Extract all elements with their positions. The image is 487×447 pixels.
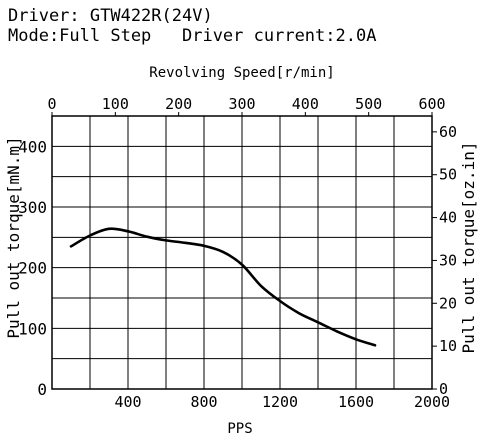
- plot-frame: [51, 115, 433, 390]
- mode-current-line: Mode:Full Step Driver current:2.0A: [8, 26, 377, 46]
- right-tick-label: 30: [439, 251, 457, 269]
- y-tick-label: 0: [37, 380, 47, 399]
- y-axis-title: Pull out torque[mN.m]: [4, 136, 23, 338]
- top-tick-label: 400: [292, 95, 319, 113]
- y-tick-label: 200: [18, 259, 47, 278]
- right-tick-label: 10: [439, 337, 457, 355]
- top-tick-label: 600: [418, 95, 445, 113]
- pull-out-torque-curve: [69, 227, 377, 347]
- x-tick-label: 1600: [338, 393, 374, 411]
- right-tick-label: 0: [439, 380, 448, 398]
- driver-title: Driver: GTW422R(24V): [8, 6, 213, 26]
- y-tick-label: 300: [18, 198, 47, 217]
- y-tick-label: 100: [18, 319, 47, 338]
- right-tick-label: 20: [439, 294, 457, 312]
- right-tick-label: 40: [439, 209, 457, 227]
- top-tick-label: 100: [102, 95, 129, 113]
- x-tick-label: 1200: [262, 393, 298, 411]
- x-tick-label: 2000: [414, 393, 450, 411]
- top-tick-label: 200: [165, 95, 192, 113]
- top-tick-label: 0: [47, 95, 56, 113]
- x-axis-title: PPS: [227, 421, 252, 437]
- right-axis-title: Pull out torque[oz.in]: [459, 142, 478, 354]
- x-tick-label: 400: [114, 393, 141, 411]
- right-tick-label: 60: [439, 123, 457, 141]
- top-tick-label: 500: [355, 95, 382, 113]
- top-tick-label: 300: [228, 95, 255, 113]
- x-tick-label: 800: [190, 393, 217, 411]
- grid-layer: [52, 115, 432, 390]
- y-tick-label: 400: [18, 137, 47, 156]
- top-axis-title: Revolving Speed[r/min]: [149, 65, 334, 81]
- right-tick-label: 50: [439, 166, 457, 184]
